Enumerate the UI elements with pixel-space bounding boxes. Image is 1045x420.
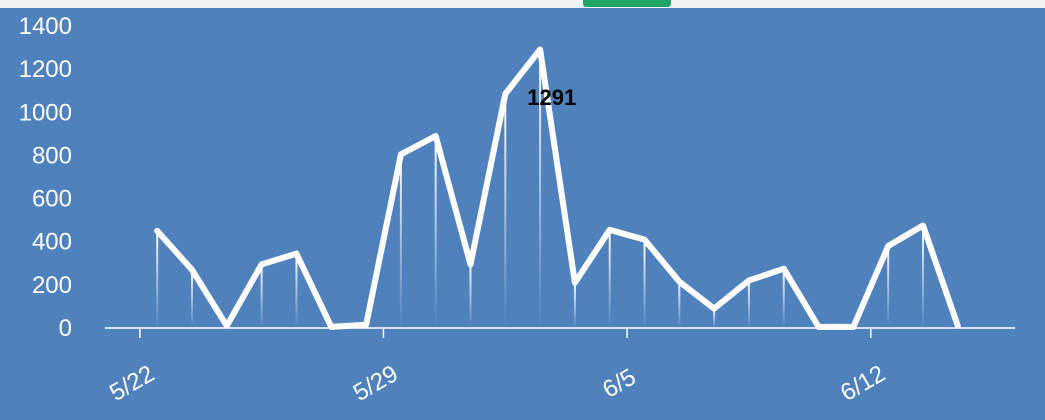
data-point xyxy=(434,135,437,138)
series-line xyxy=(154,46,961,330)
data-point xyxy=(330,325,333,328)
x-tick-label: 5/22 xyxy=(105,360,159,407)
data-point xyxy=(608,228,611,231)
data-point xyxy=(399,153,402,156)
drop-line xyxy=(678,281,681,328)
drop-line xyxy=(539,49,542,329)
x-tick-label: 5/29 xyxy=(349,360,403,407)
data-point xyxy=(678,280,681,283)
data-point xyxy=(504,92,507,95)
drop-line xyxy=(643,239,646,328)
data-point xyxy=(921,224,924,227)
active-tab-indicator xyxy=(583,0,671,7)
drop-line xyxy=(156,230,159,328)
window-top-strip xyxy=(0,0,1045,8)
drop-line xyxy=(399,154,402,328)
drop-line xyxy=(887,246,890,328)
y-tick-label: 1000 xyxy=(19,99,72,126)
y-tick-label: 0 xyxy=(59,315,72,342)
data-point xyxy=(539,48,542,51)
data-point xyxy=(365,323,368,326)
y-tick-label: 1200 xyxy=(19,56,72,83)
drop-line xyxy=(608,229,611,328)
data-point xyxy=(747,279,750,282)
data-point xyxy=(469,263,472,266)
drop-line xyxy=(191,269,194,328)
drop-line xyxy=(782,268,785,328)
data-point xyxy=(156,229,159,232)
data-point xyxy=(852,325,855,328)
y-tick-label: 600 xyxy=(32,186,72,213)
data-point xyxy=(191,268,194,271)
x-tick-label: 6/12 xyxy=(836,360,890,407)
data-point xyxy=(573,281,576,284)
x-tick-label: 6/5 xyxy=(598,363,640,403)
drop-line xyxy=(713,308,716,328)
data-point xyxy=(260,263,263,266)
y-tick-label: 800 xyxy=(32,142,72,169)
drop-line xyxy=(260,264,263,328)
data-label: 1291 xyxy=(527,85,576,110)
drop-line xyxy=(434,136,437,328)
y-tick-label: 1400 xyxy=(19,13,72,40)
drop-line xyxy=(747,280,750,328)
data-point xyxy=(782,267,785,270)
data-point xyxy=(956,324,959,327)
drop-line xyxy=(504,93,507,328)
drop-line xyxy=(573,282,576,328)
data-point xyxy=(295,252,298,255)
data-point xyxy=(887,245,890,248)
drop-line xyxy=(469,264,472,328)
drop-line xyxy=(295,253,298,328)
data-point xyxy=(817,325,820,328)
data-point xyxy=(643,238,646,241)
y-tick-label: 400 xyxy=(32,229,72,256)
data-point xyxy=(713,307,716,310)
drop-line xyxy=(921,225,924,328)
data-point xyxy=(225,324,228,327)
y-tick-label: 200 xyxy=(32,272,72,299)
